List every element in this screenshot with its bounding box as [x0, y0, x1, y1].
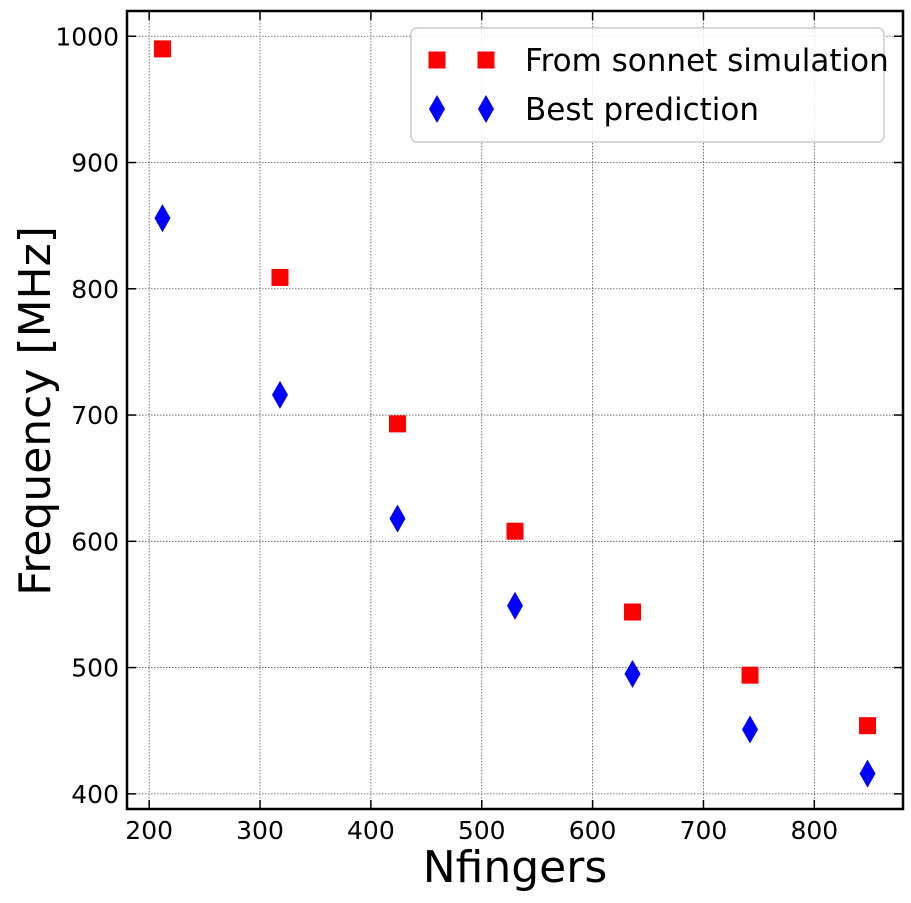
plot-frame — [125, 9, 905, 811]
grid-lines — [127, 11, 903, 809]
y-tick-label: 600 — [71, 527, 119, 556]
legend-marker — [477, 51, 495, 69]
data-markers — [153, 40, 877, 788]
x-tick-label: 500 — [458, 816, 506, 845]
legend-box — [410, 27, 885, 143]
legend-label: From sonnet simulation — [525, 43, 889, 79]
sonnet-simulation-point — [741, 666, 759, 684]
sonnet-simulation-point — [859, 717, 877, 735]
x-axis-label: Nfingers — [423, 842, 608, 893]
legend-marker — [428, 51, 446, 69]
x-tick-label: 800 — [790, 816, 838, 845]
sonnet-simulation-point — [506, 522, 524, 540]
x-tick-label: 200 — [125, 816, 173, 845]
best-prediction-point — [507, 591, 523, 620]
y-tick-label: 500 — [71, 654, 119, 683]
y-tick-label: 1000 — [55, 22, 119, 51]
sonnet-simulation-point — [271, 268, 289, 286]
legend-marker — [478, 95, 494, 123]
y-tick-label: 400 — [71, 780, 119, 809]
best-prediction-point — [389, 504, 406, 533]
y-axis-label: Frequency [MHz] — [10, 226, 61, 596]
legend-marker — [429, 95, 445, 123]
y-tick-label: 800 — [71, 275, 119, 304]
x-tick-label: 400 — [347, 816, 395, 845]
legend-label: Best prediction — [525, 92, 759, 128]
best-prediction-point — [154, 204, 171, 233]
x-tick-label: 300 — [236, 816, 284, 845]
legend: From sonnet simulation Best prediction — [410, 27, 889, 143]
best-prediction-point — [859, 759, 876, 788]
y-tick-label: 700 — [71, 401, 119, 430]
sonnet-simulation-point — [153, 40, 171, 58]
x-tick-label: 700 — [680, 816, 728, 845]
best-prediction-point — [624, 659, 641, 688]
sonnet-simulation-point — [388, 415, 406, 433]
best-prediction-point — [742, 715, 759, 744]
best-prediction-point — [271, 380, 288, 409]
x-tick-label: 600 — [569, 816, 617, 845]
axis-ticks: 200 300 400 500 600 700 800 400 500 600 700 800 900 1… — [55, 11, 903, 845]
y-tick-label: 900 — [71, 149, 119, 178]
sonnet-simulation-point — [624, 603, 642, 621]
